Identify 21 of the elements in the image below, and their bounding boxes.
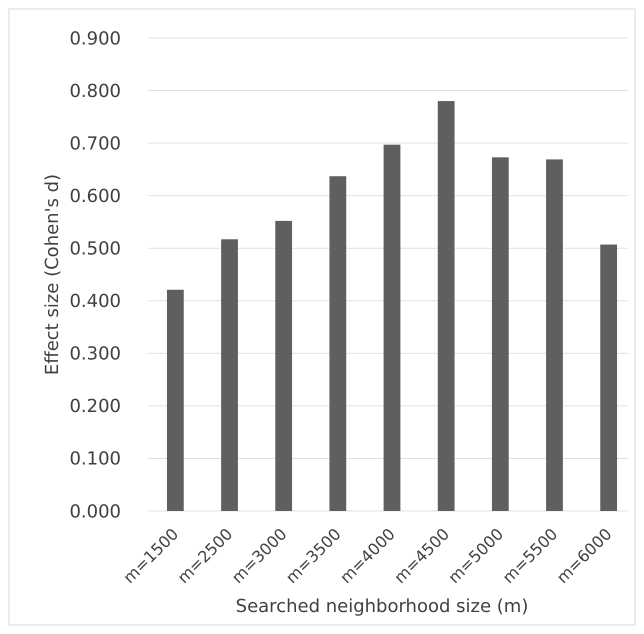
bar <box>384 144 400 511</box>
y-axis-title: Effect size (Cohen's d) <box>42 174 63 376</box>
bar <box>492 157 509 511</box>
x-axis-title: Searched neighborhood size (m) <box>236 596 528 617</box>
bar <box>275 220 292 511</box>
y-tick-label: 0.500 <box>69 238 121 260</box>
y-tick-label: 0.900 <box>69 28 121 50</box>
bar <box>546 159 563 511</box>
y-tick-label: 0.600 <box>69 186 121 207</box>
y-tick-label: 0.100 <box>69 448 121 470</box>
bar <box>329 176 346 511</box>
y-tick-label: 0.200 <box>69 396 121 418</box>
y-tick-label: 0.800 <box>69 80 121 102</box>
bar <box>600 244 618 511</box>
y-tick-label: 0.000 <box>69 501 121 522</box>
bar <box>438 101 455 511</box>
y-tick-label: 0.300 <box>69 344 121 365</box>
bar <box>221 239 238 511</box>
y-tick-label: 0.400 <box>69 291 121 312</box>
y-tick-label: 0.700 <box>69 133 121 154</box>
bar <box>166 290 184 511</box>
